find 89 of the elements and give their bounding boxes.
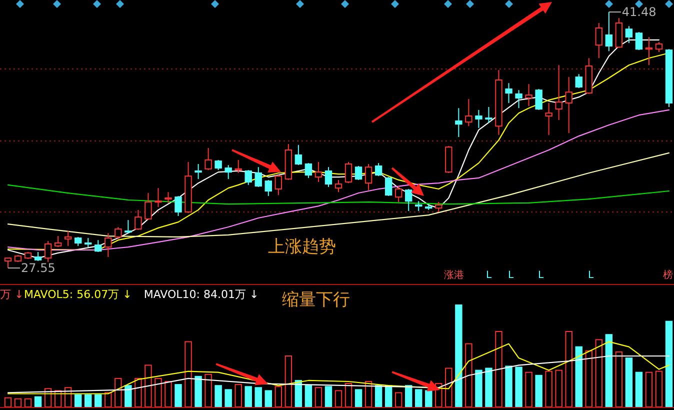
bar — [34, 396, 42, 408]
candlestick — [314, 161, 322, 182]
bar — [605, 334, 613, 408]
text: L — [486, 270, 492, 281]
bar — [394, 392, 402, 408]
bar — [515, 366, 522, 408]
bar — [505, 366, 512, 408]
bar — [354, 389, 362, 408]
text: 万 ↓ — [0, 288, 24, 301]
bar — [545, 370, 552, 408]
bar — [535, 374, 542, 408]
annotation: 41.48 — [622, 5, 656, 19]
bar — [645, 372, 653, 408]
bar — [74, 394, 82, 408]
candlestick — [545, 102, 552, 136]
text: 涨港 — [444, 269, 464, 281]
bar — [635, 372, 643, 408]
bar — [94, 394, 102, 408]
bar — [264, 390, 272, 408]
candlestick — [565, 76, 572, 134]
candlestick — [415, 200, 422, 212]
bar — [334, 390, 342, 408]
bar — [24, 398, 32, 408]
bar — [555, 370, 562, 408]
bar — [144, 364, 152, 408]
annotation: 缩量下行 — [282, 290, 350, 310]
bar — [475, 370, 482, 408]
annotation: 27.55 — [21, 261, 56, 275]
bar — [244, 386, 252, 408]
bar — [194, 376, 202, 408]
bar — [284, 356, 292, 408]
bar — [84, 394, 92, 408]
bar — [274, 386, 282, 408]
candlestick — [455, 108, 462, 138]
text: L — [538, 270, 544, 281]
bar — [655, 370, 663, 408]
bar — [4, 397, 12, 408]
bar — [104, 392, 112, 408]
bar — [525, 372, 532, 408]
bar — [415, 389, 422, 408]
bar — [665, 320, 673, 408]
candlestick — [104, 232, 112, 258]
bar — [324, 386, 332, 408]
bar — [214, 385, 222, 408]
bar — [204, 374, 212, 408]
candlestick — [595, 22, 602, 59]
bar — [114, 378, 122, 408]
candlestick — [555, 64, 562, 121]
bar — [224, 389, 232, 408]
bar — [615, 351, 623, 408]
bar — [585, 350, 592, 408]
bar — [455, 304, 462, 408]
bar — [254, 387, 262, 408]
bar — [465, 343, 472, 408]
bar — [445, 368, 452, 408]
candlestick — [164, 192, 172, 204]
candlestick — [525, 84, 532, 107]
candlestick — [495, 70, 502, 136]
text: L — [588, 270, 594, 281]
annotation: 上涨趋势 — [268, 237, 336, 257]
bar — [314, 387, 322, 408]
bar — [14, 398, 22, 408]
bar — [124, 385, 132, 408]
bar — [304, 385, 312, 408]
candlestick — [194, 163, 202, 180]
candlestick — [505, 82, 512, 104]
bar — [565, 331, 572, 408]
bar — [595, 339, 602, 408]
bar — [154, 378, 162, 408]
bar — [344, 383, 352, 408]
bar — [495, 331, 502, 408]
bar — [184, 341, 192, 408]
candlestick — [645, 36, 653, 66]
text: 榜 — [663, 269, 673, 281]
text: MAVOL10: 84.01万 ↓ — [144, 288, 259, 301]
candlestick — [475, 109, 482, 128]
bar — [164, 381, 172, 408]
bar — [485, 368, 492, 408]
candlestick — [515, 90, 522, 109]
candlestick — [154, 188, 162, 208]
bar — [174, 384, 182, 408]
bar — [625, 358, 633, 408]
bar — [234, 384, 242, 408]
text: L — [508, 270, 514, 281]
bar — [575, 346, 582, 408]
bar — [425, 390, 432, 408]
bar — [134, 378, 142, 408]
text: MAVOL5: 56.07万 ↓ — [24, 288, 132, 301]
candlestick — [64, 230, 72, 246]
